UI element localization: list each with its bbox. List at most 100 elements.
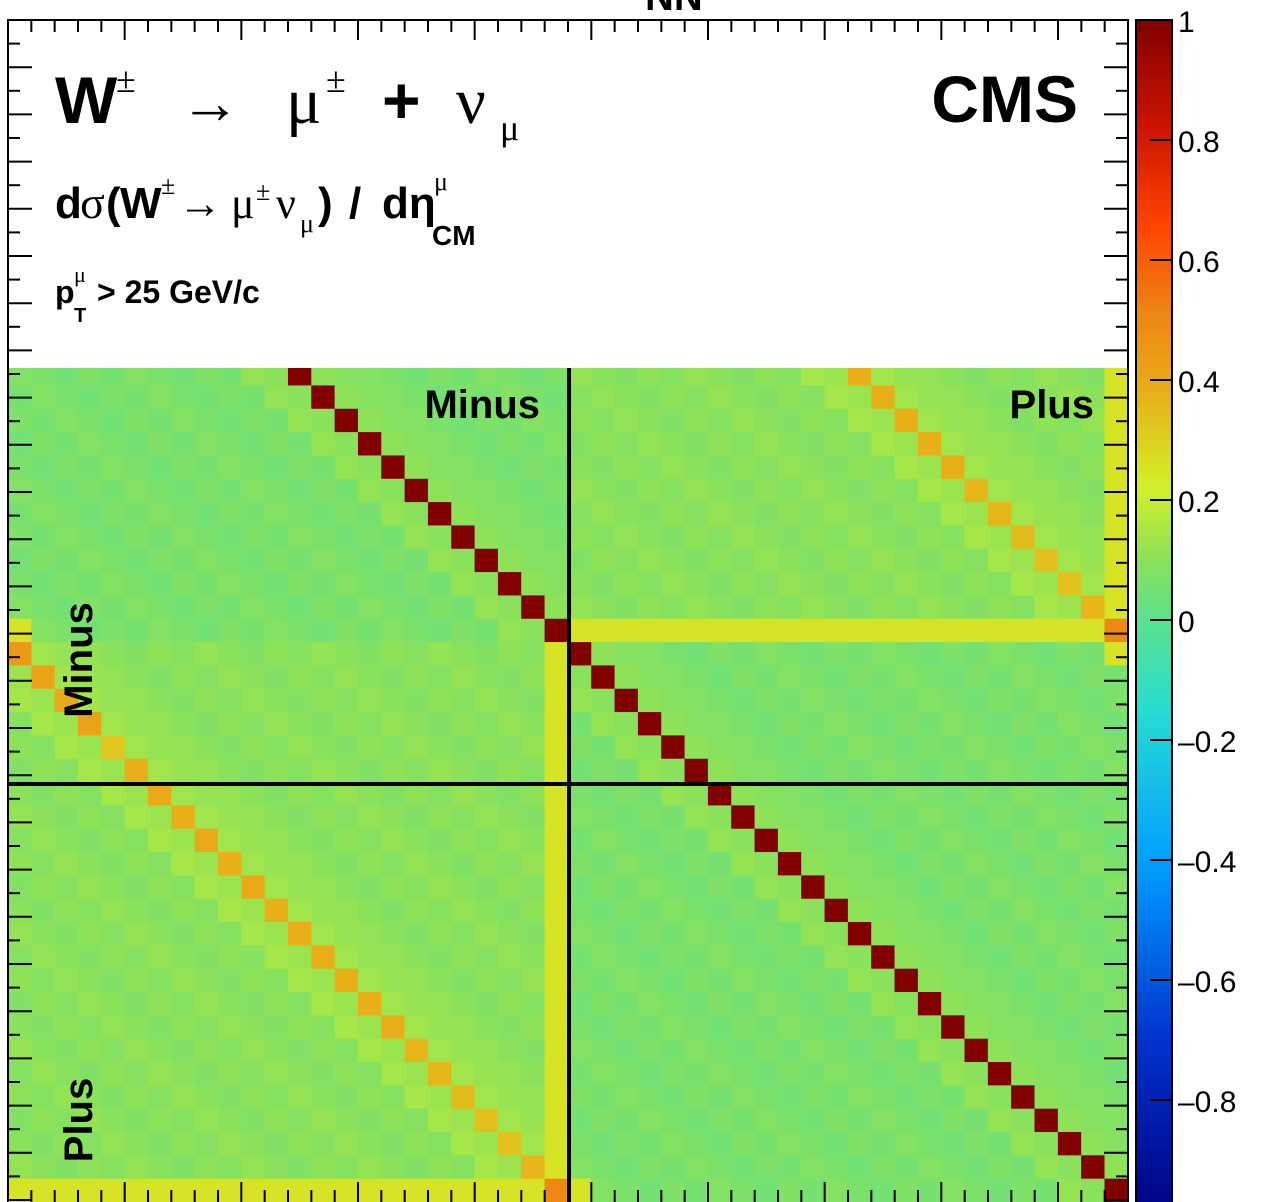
colorbar-segment <box>1136 566 1172 573</box>
heatmap-cell <box>544 1132 569 1156</box>
heatmap-cell <box>777 502 802 527</box>
heatmap-cell <box>404 758 429 783</box>
colorbar-segment <box>1136 596 1172 603</box>
heatmap-cell <box>287 805 312 830</box>
heatmap-cell <box>707 1155 732 1180</box>
heatmap-cell <box>427 368 452 387</box>
heatmap-cell <box>591 595 616 620</box>
heatmap-cell <box>777 525 802 550</box>
heatmap-cell <box>217 712 242 736</box>
heatmap-cell <box>567 688 592 713</box>
heatmap-cell <box>427 478 452 503</box>
heatmap-cell <box>754 782 779 806</box>
heatmap-cell <box>287 595 312 620</box>
heatmap-cell <box>474 875 499 900</box>
heatmap-cell <box>544 618 569 643</box>
heatmap-cell <box>707 1108 732 1133</box>
heatmap-cell <box>777 408 802 433</box>
heatmap-cell <box>381 385 406 410</box>
heatmap-cell <box>77 595 102 620</box>
colorbar-segment <box>1136 296 1172 303</box>
heatmap-cell <box>824 548 849 573</box>
colorbar-segment <box>1136 632 1172 639</box>
heatmap-cell <box>54 922 79 946</box>
heatmap-cell <box>567 455 592 480</box>
heatmap-cell <box>194 992 219 1016</box>
heatmap-cell <box>357 828 382 853</box>
colorbar-segment <box>1136 1130 1172 1137</box>
svg-text:/: / <box>349 179 361 228</box>
axis-ticks <box>7 19 1129 1202</box>
heatmap-cell <box>917 688 942 713</box>
heatmap-cell <box>427 1015 452 1040</box>
heatmap-cell <box>334 385 359 410</box>
heatmap-cell <box>591 992 616 1016</box>
heatmap-cell <box>334 852 359 876</box>
heatmap-cell <box>1011 548 1036 573</box>
heatmap-cell <box>894 455 919 480</box>
heatmap-cell <box>31 1178 56 1202</box>
heatmap-cell <box>194 502 219 527</box>
heatmap-cell <box>241 1178 266 1202</box>
heatmap-cell <box>381 368 406 387</box>
heatmap-cell <box>591 1062 616 1086</box>
heatmap-cell <box>731 385 756 410</box>
colorbar-segment <box>1136 1124 1172 1131</box>
heatmap-cell <box>847 408 872 433</box>
heatmap-cell <box>311 1038 336 1063</box>
heatmap-cell <box>591 1085 616 1110</box>
heatmap-cell <box>777 1085 802 1110</box>
heatmap-cell <box>521 875 546 900</box>
colorbar-segment <box>1136 794 1172 801</box>
heatmap-cell <box>754 642 779 667</box>
heatmap-cell <box>427 548 452 573</box>
heatmap-cell <box>404 712 429 736</box>
colorbar-segment <box>1136 782 1172 789</box>
heatmap-cell <box>801 385 826 410</box>
colorbar-segment <box>1136 1142 1172 1149</box>
heatmap-cell <box>381 1132 406 1156</box>
heatmap-cell <box>1081 992 1106 1016</box>
heatmap-cell <box>917 548 942 573</box>
heatmap-cell <box>637 642 662 667</box>
heatmap-cell <box>777 1155 802 1180</box>
colorbar-segment <box>1136 908 1172 915</box>
heatmap-cell <box>567 1155 592 1180</box>
heatmap-cell <box>941 968 966 993</box>
heatmap-cell <box>871 478 896 503</box>
heatmap-cell <box>1081 572 1106 597</box>
heatmap-cell <box>334 1038 359 1063</box>
heatmap-cell <box>311 828 336 853</box>
colorbar-segment <box>1136 626 1172 633</box>
colorbar-segment <box>1136 80 1172 87</box>
heatmap-cell <box>824 712 849 736</box>
heatmap-cell <box>684 1015 709 1040</box>
heatmap-cell <box>1104 642 1129 667</box>
colorbar-segment <box>1136 512 1172 519</box>
heatmap-cell <box>1034 712 1059 736</box>
heatmap-cell <box>754 1038 779 1063</box>
heatmap-cell <box>661 1085 686 1110</box>
heatmap-cell <box>987 1108 1012 1133</box>
heatmap-cell <box>8 368 32 387</box>
observable-label: d σ ( W ± → μ ± ν μ ) / dη μ CM <box>55 167 476 251</box>
heatmap-cell <box>334 828 359 853</box>
heatmap-cell <box>497 1085 522 1110</box>
heatmap-cell <box>567 432 592 457</box>
heatmap-cell <box>194 945 219 970</box>
heatmap-cell <box>614 922 639 946</box>
heatmap-cell <box>1011 455 1036 480</box>
heatmap-cell <box>404 525 429 550</box>
heatmap-cell <box>684 968 709 993</box>
heatmap-cell <box>357 1038 382 1063</box>
svg-text:+: + <box>382 63 421 137</box>
heatmap-cell <box>54 502 79 527</box>
colorbar-segment <box>1136 350 1172 357</box>
heatmap-cell <box>707 1015 732 1040</box>
colorbar-segment <box>1136 866 1172 873</box>
heatmap-cell <box>777 572 802 597</box>
heatmap-cell <box>474 828 499 853</box>
heatmap-cell <box>241 1108 266 1133</box>
heatmap-cell <box>474 712 499 736</box>
heatmap-cell <box>871 525 896 550</box>
